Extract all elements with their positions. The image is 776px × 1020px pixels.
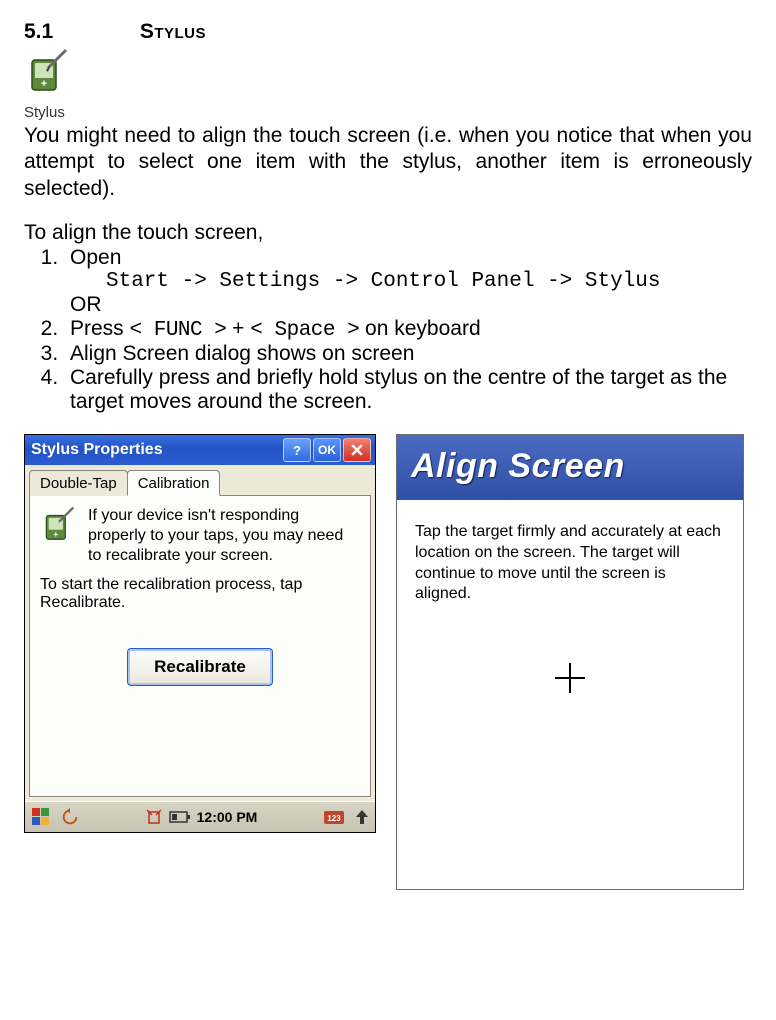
align-body-text: Tap the target firmly and accurately at … bbox=[397, 500, 743, 627]
svg-text:+: + bbox=[53, 529, 58, 539]
stylus-icon: + bbox=[24, 48, 72, 96]
titlebar: Stylus Properties ? OK bbox=[25, 435, 375, 465]
stylus-icon-block: + Stylus bbox=[24, 48, 752, 121]
tabstrip: Double-Tap Calibration bbox=[25, 465, 375, 495]
start-flag-icon[interactable] bbox=[31, 807, 51, 827]
stylus-icon-small: + bbox=[40, 506, 78, 566]
stylus-properties-window: Stylus Properties ? OK Double-Tap Calibr… bbox=[24, 434, 376, 833]
sync-icon[interactable] bbox=[61, 808, 79, 826]
panel-paragraph-1: If your device isn't responding properly… bbox=[88, 506, 360, 566]
tab-double-tap[interactable]: Double-Tap bbox=[29, 470, 128, 496]
signal-icon bbox=[145, 809, 163, 825]
recalibrate-button[interactable]: Recalibrate bbox=[127, 648, 273, 686]
tab-calibration[interactable]: Calibration bbox=[127, 470, 221, 496]
align-screen-window: Align Screen Tap the target firmly and a… bbox=[396, 434, 744, 890]
section-number: 5.1 bbox=[24, 20, 134, 44]
step-1: Open Start -> Settings -> Control Panel … bbox=[64, 246, 752, 317]
step-2-b: on keyboard bbox=[359, 317, 480, 340]
step-1-text: Open bbox=[70, 246, 121, 269]
step-1-path: Start -> Settings -> Control Panel -> St… bbox=[70, 270, 752, 293]
close-button[interactable] bbox=[343, 438, 371, 462]
align-target[interactable] bbox=[397, 661, 743, 695]
svg-text:123: 123 bbox=[327, 814, 341, 823]
svg-text:+: + bbox=[41, 78, 47, 90]
step-1-or: OR bbox=[70, 293, 102, 316]
taskbar: 12:00 PM 123 bbox=[25, 801, 375, 832]
crosshair-icon bbox=[553, 661, 587, 695]
tab-panel: + If your device isn't responding proper… bbox=[29, 495, 371, 797]
battery-icon bbox=[169, 810, 191, 824]
section-title: Stylus bbox=[140, 20, 206, 43]
step-3: Align Screen dialog shows on screen bbox=[64, 342, 752, 366]
intro-text: You might need to align the touch screen… bbox=[24, 123, 752, 202]
lead-in-text: To align the touch screen, bbox=[24, 220, 752, 246]
align-title: Align Screen bbox=[397, 435, 743, 500]
step-2-a: Press bbox=[70, 317, 130, 340]
steps-list: Open Start -> Settings -> Control Panel … bbox=[24, 246, 752, 414]
step-4: Carefully press and briefly hold stylus … bbox=[64, 366, 752, 414]
step-2-plus: + bbox=[226, 317, 250, 340]
section-heading: 5.1 Stylus bbox=[24, 20, 752, 44]
up-arrow-icon[interactable] bbox=[355, 808, 369, 826]
help-button[interactable]: ? bbox=[283, 438, 311, 462]
keyboard-icon[interactable]: 123 bbox=[323, 808, 345, 826]
step-2: Press < FUNC > + < Space > on keyboard bbox=[64, 317, 752, 342]
panel-paragraph-2: To start the recalibration process, tap … bbox=[40, 576, 360, 612]
stylus-icon-label: Stylus bbox=[24, 104, 752, 121]
ok-button[interactable]: OK bbox=[313, 438, 341, 462]
func-key: < FUNC > bbox=[130, 319, 227, 342]
clock-text: 12:00 PM bbox=[197, 809, 258, 825]
space-key: < Space > bbox=[250, 319, 359, 342]
window-title: Stylus Properties bbox=[31, 441, 163, 459]
figures-row: Stylus Properties ? OK Double-Tap Calibr… bbox=[24, 434, 752, 890]
